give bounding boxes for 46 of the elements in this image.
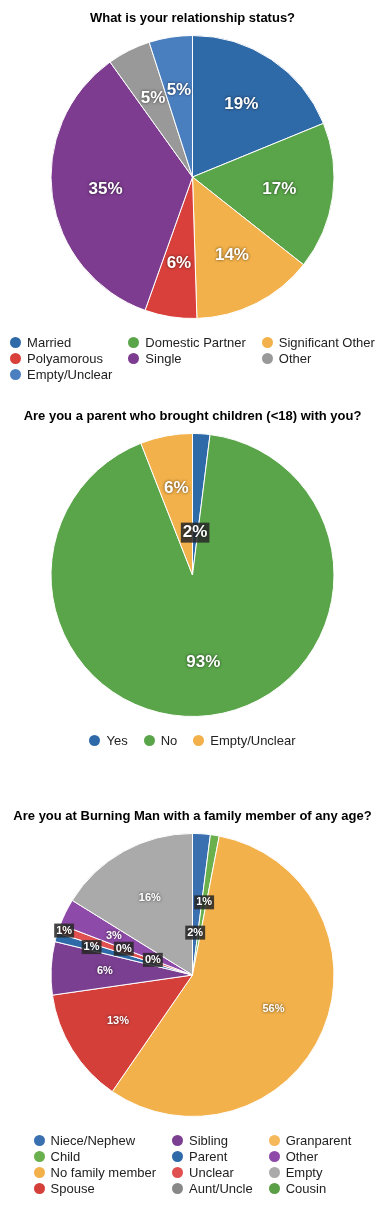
data-label: 35% — [88, 178, 123, 198]
data-label: 14% — [214, 245, 249, 265]
text: 0% — [115, 941, 132, 954]
legend-label: Sibling — [189, 1133, 229, 1148]
data-label: 1% — [56, 923, 73, 936]
chart-title: Are you at Burning Man with a family member of any age? — [12, 808, 373, 823]
legend-label: Other — [278, 351, 312, 366]
data-label: 2% — [182, 522, 208, 542]
legend-label: Empty/Unclear — [210, 733, 296, 748]
data-label: 5% — [140, 88, 166, 108]
legend-label: Parent — [189, 1149, 228, 1164]
data-label: 17% — [262, 178, 297, 198]
data-label: 2% — [187, 925, 204, 938]
chart-title: What is your relationship status? — [88, 10, 297, 25]
legend-label: Other — [285, 1149, 319, 1164]
legend-label: Spouse — [50, 1181, 95, 1196]
legend-label: Significant Other — [278, 335, 375, 350]
legend-label: Polyamorous — [27, 351, 103, 366]
legend-label: Unclear — [189, 1165, 234, 1180]
legend-label: Aunt/Uncle — [189, 1181, 253, 1196]
data-label: 1% — [196, 895, 213, 908]
data-label: 19% — [224, 93, 259, 113]
legend-label: Cousin — [285, 1181, 327, 1196]
data-label: 6% — [96, 963, 114, 976]
data-label: 6% — [163, 478, 189, 498]
legend-label: Niece/Nephew — [50, 1133, 136, 1148]
legend-label: Granparent — [285, 1133, 352, 1148]
data-label: 16% — [138, 891, 162, 904]
legend-label: Married — [27, 335, 72, 350]
data-label: 1% — [83, 940, 100, 953]
legend-label: No family member — [50, 1165, 157, 1180]
legend-label: Single — [145, 351, 182, 366]
legend-label: Domestic Partner — [145, 335, 246, 350]
chart-title: Are you a parent who brought children (<18) with you? — [22, 408, 363, 423]
data-label: 6% — [166, 253, 192, 273]
data-label: 93% — [186, 651, 221, 671]
legend-label: Empty — [285, 1165, 323, 1180]
legend-label: Child — [50, 1149, 81, 1164]
data-label: 3% — [105, 929, 123, 942]
legend-label: No — [160, 733, 178, 748]
legend-label: Yes — [106, 733, 128, 748]
data-label: 13% — [106, 1014, 130, 1027]
data-label: 5% — [166, 80, 192, 100]
legend-label: Empty/Unclear — [27, 367, 113, 382]
data-label: 56% — [262, 1001, 285, 1014]
text: 0% — [144, 952, 161, 965]
